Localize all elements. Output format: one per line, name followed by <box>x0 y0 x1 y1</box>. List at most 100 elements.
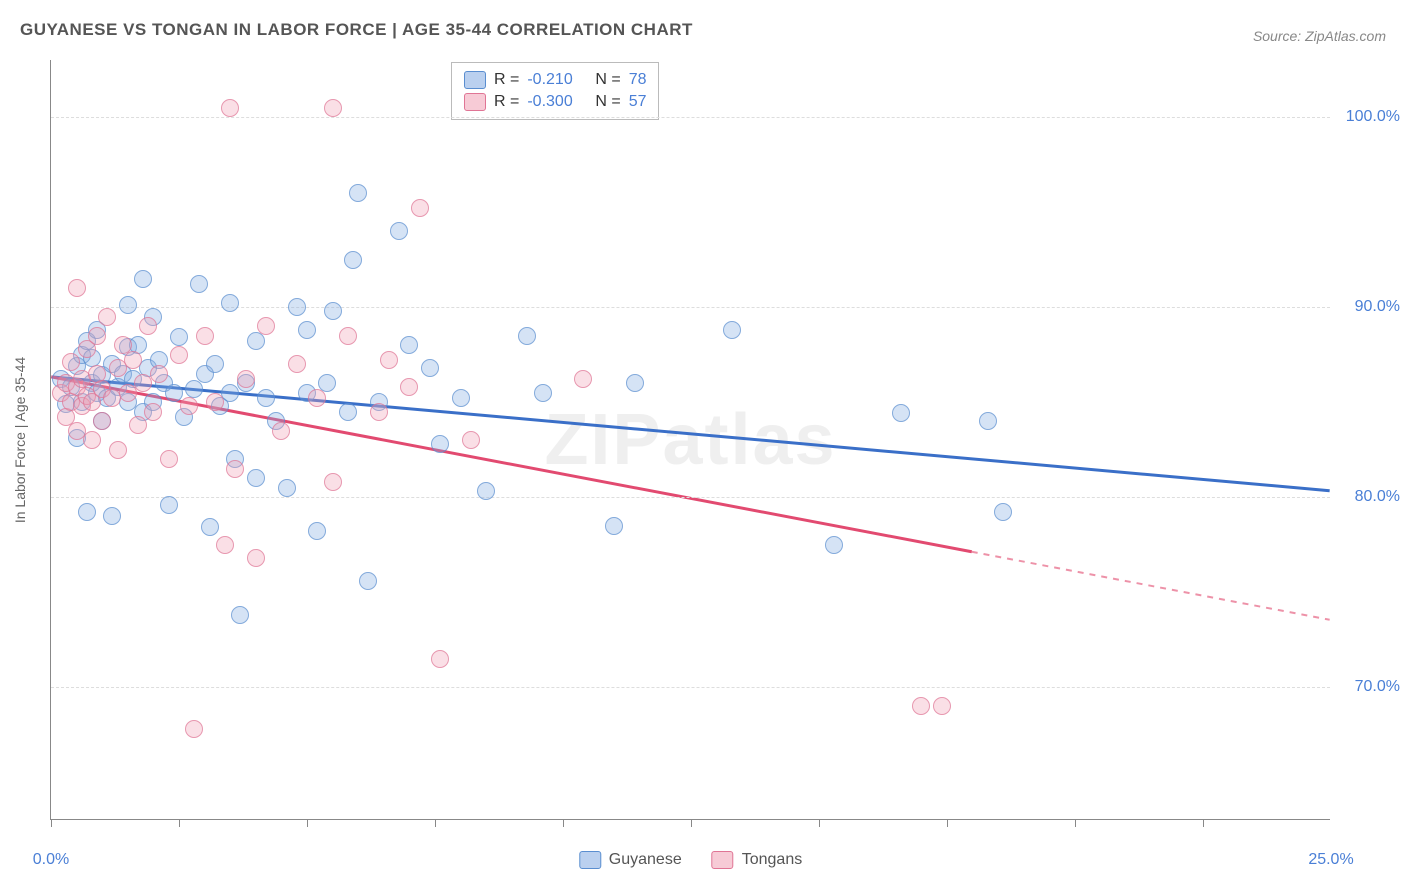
scatter-point <box>370 403 388 421</box>
trend-line <box>51 377 1329 491</box>
scatter-point <box>431 435 449 453</box>
scatter-point <box>626 374 644 392</box>
scatter-point <box>206 393 224 411</box>
scatter-point <box>288 355 306 373</box>
trend-line-extrapolated <box>972 552 1330 620</box>
stat-r-value: -0.300 <box>527 93 587 111</box>
scatter-point <box>180 397 198 415</box>
stat-n-label: N = <box>595 93 620 111</box>
x-tick <box>1075 819 1076 827</box>
x-tick <box>691 819 692 827</box>
scatter-point <box>62 353 80 371</box>
scatter-point <box>190 275 208 293</box>
scatter-point <box>324 473 342 491</box>
trend-lines-layer <box>51 60 1330 819</box>
y-tick-label: 90.0% <box>1355 298 1400 316</box>
scatter-point <box>272 422 290 440</box>
scatter-point <box>431 650 449 668</box>
scatter-point <box>109 441 127 459</box>
x-tick <box>435 819 436 827</box>
scatter-point <box>98 308 116 326</box>
scatter-point <box>339 327 357 345</box>
scatter-point <box>170 346 188 364</box>
scatter-point <box>390 222 408 240</box>
scatter-point <box>979 412 997 430</box>
chart-title: GUYANESE VS TONGAN IN LABOR FORCE | AGE … <box>20 20 693 40</box>
scatter-point <box>324 302 342 320</box>
legend-swatch <box>464 93 486 111</box>
scatter-point <box>359 572 377 590</box>
scatter-point <box>933 697 951 715</box>
stat-n-value: 57 <box>629 93 647 111</box>
gridline-horizontal <box>51 307 1330 308</box>
scatter-point <box>411 199 429 217</box>
scatter-point <box>68 279 86 297</box>
scatter-point <box>400 378 418 396</box>
scatter-point <box>165 384 183 402</box>
legend-item: Tongans <box>712 851 803 869</box>
bottom-legend: Guyanese Tongans <box>579 851 802 869</box>
scatter-point <box>324 99 342 117</box>
scatter-point <box>257 389 275 407</box>
scatter-point <box>421 359 439 377</box>
x-tick-label: 0.0% <box>33 851 69 869</box>
gridline-horizontal <box>51 117 1330 118</box>
scatter-point <box>103 507 121 525</box>
legend-swatch <box>464 71 486 89</box>
scatter-point <box>247 549 265 567</box>
scatter-point <box>298 321 316 339</box>
scatter-point <box>344 251 362 269</box>
source-label: Source: ZipAtlas.com <box>1253 28 1386 44</box>
scatter-point <box>185 720 203 738</box>
scatter-point <box>93 412 111 430</box>
x-tick <box>563 819 564 827</box>
scatter-point <box>231 606 249 624</box>
y-tick-label: 70.0% <box>1355 678 1400 696</box>
scatter-point <box>994 503 1012 521</box>
scatter-point <box>339 403 357 421</box>
scatter-point <box>518 327 536 345</box>
x-tick <box>1203 819 1204 827</box>
scatter-point <box>221 294 239 312</box>
scatter-point <box>247 332 265 350</box>
scatter-point <box>134 270 152 288</box>
scatter-point <box>160 450 178 468</box>
scatter-point <box>150 365 168 383</box>
stat-n-value: 78 <box>629 71 647 89</box>
scatter-point <box>185 380 203 398</box>
scatter-point <box>349 184 367 202</box>
stat-n-label: N = <box>595 71 620 89</box>
scatter-point <box>278 479 296 497</box>
plot-area: ZIPatlas R =-0.210N =78R =-0.300N =57 Gu… <box>50 60 1330 820</box>
x-tick <box>947 819 948 827</box>
x-tick <box>179 819 180 827</box>
scatter-point <box>119 296 137 314</box>
gridline-horizontal <box>51 497 1330 498</box>
stat-r-label: R = <box>494 71 519 89</box>
y-axis-label: In Labor Force | Age 35-44 <box>12 357 28 523</box>
scatter-point <box>257 317 275 335</box>
scatter-point <box>226 460 244 478</box>
stats-row: R =-0.300N =57 <box>464 91 646 113</box>
x-tick <box>819 819 820 827</box>
scatter-point <box>196 327 214 345</box>
scatter-point <box>170 328 188 346</box>
scatter-point <box>139 317 157 335</box>
chart-container: GUYANESE VS TONGAN IN LABOR FORCE | AGE … <box>0 0 1406 892</box>
watermark: ZIPatlas <box>544 399 836 481</box>
scatter-point <box>144 403 162 421</box>
legend-label: Guyanese <box>609 851 682 869</box>
scatter-point <box>78 503 96 521</box>
y-tick-label: 100.0% <box>1346 108 1400 126</box>
scatter-point <box>237 370 255 388</box>
scatter-point <box>201 518 219 536</box>
scatter-point <box>124 351 142 369</box>
x-tick <box>307 819 308 827</box>
x-tick-label: 25.0% <box>1308 851 1353 869</box>
scatter-point <box>288 298 306 316</box>
stats-row: R =-0.210N =78 <box>464 69 646 91</box>
scatter-point <box>216 536 234 554</box>
scatter-point <box>477 482 495 500</box>
scatter-point <box>605 517 623 535</box>
scatter-point <box>206 355 224 373</box>
